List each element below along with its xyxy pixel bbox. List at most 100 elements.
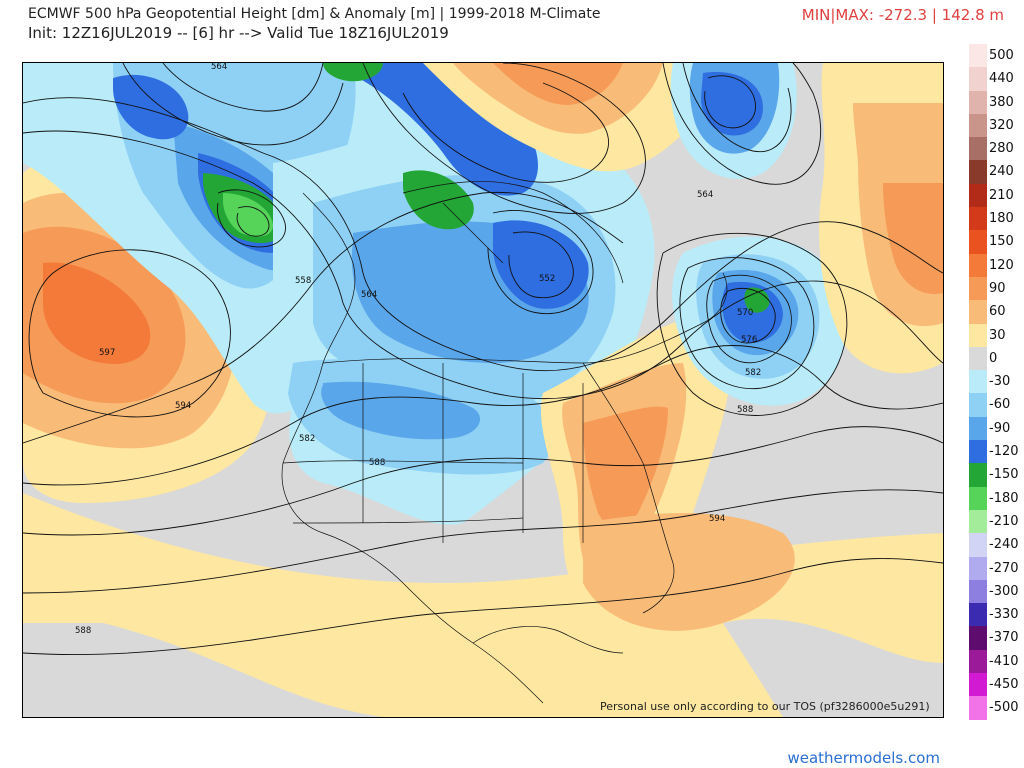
legend-label: 60 bbox=[989, 304, 1006, 320]
legend-swatch bbox=[969, 649, 987, 674]
contour-label: 588 bbox=[75, 626, 91, 636]
legend-row: 90 bbox=[969, 276, 1019, 301]
legend-swatch bbox=[969, 440, 987, 464]
legend-swatch bbox=[969, 696, 987, 720]
legend-label: -150 bbox=[989, 467, 1019, 483]
legend-row: -210 bbox=[969, 509, 1019, 534]
legend-swatch bbox=[969, 556, 987, 580]
contour-label: 582 bbox=[745, 368, 761, 378]
contour-label: 582 bbox=[299, 434, 315, 444]
legend-label: 320 bbox=[989, 117, 1014, 133]
legend-swatch bbox=[969, 509, 987, 534]
legend-label: -330 bbox=[989, 607, 1019, 623]
legend-label: 440 bbox=[989, 71, 1014, 87]
legend-label: -30 bbox=[989, 374, 1011, 390]
legend-swatch bbox=[969, 183, 987, 208]
anomaly-map: 564 558 564 597 594 582 588 552 564 570 … bbox=[22, 62, 944, 718]
contour-labels: 564 558 564 597 594 582 588 552 564 570 … bbox=[75, 63, 761, 636]
legend-label: -370 bbox=[989, 630, 1019, 646]
contour-label: 588 bbox=[369, 458, 385, 468]
legend-swatch bbox=[969, 486, 987, 510]
legend-row: -180 bbox=[969, 486, 1019, 510]
legend-label: -240 bbox=[989, 537, 1019, 553]
legend-swatch bbox=[969, 463, 987, 487]
legend-row: 210 bbox=[969, 183, 1019, 208]
legend-swatch bbox=[969, 207, 987, 231]
legend-row: -30 bbox=[969, 370, 1019, 394]
legend-swatch bbox=[969, 44, 987, 68]
legend-row: -410 bbox=[969, 649, 1019, 674]
legend-swatch bbox=[969, 370, 987, 394]
legend-row: 150 bbox=[969, 230, 1019, 254]
anomaly-color-legend: 500 440 380 320 280 240 210 180 150 120 90 60 30 0 -30… bbox=[969, 44, 1019, 720]
legend-row: -270 bbox=[969, 556, 1019, 580]
legend-swatch bbox=[969, 276, 987, 301]
legend-row: 440 bbox=[969, 67, 1019, 91]
coastlines bbox=[281, 181, 728, 704]
legend-row: 60 bbox=[969, 300, 1019, 324]
legend-label: -270 bbox=[989, 560, 1019, 576]
contour-label: 594 bbox=[709, 514, 725, 524]
legend-row: -60 bbox=[969, 393, 1019, 417]
legend-row: -450 bbox=[969, 673, 1019, 697]
tos-note: Personal use only according to our TOS (… bbox=[600, 700, 930, 713]
legend-swatch bbox=[969, 603, 987, 627]
legend-label: 150 bbox=[989, 234, 1014, 250]
contour-label: 588 bbox=[737, 405, 753, 415]
legend-row: -90 bbox=[969, 416, 1019, 441]
legend-label: 380 bbox=[989, 94, 1014, 110]
site-credit[interactable]: weathermodels.com bbox=[787, 749, 940, 767]
legend-row: -120 bbox=[969, 440, 1019, 464]
legend-swatch bbox=[969, 673, 987, 697]
legend-label: -180 bbox=[989, 490, 1019, 506]
legend-label: -450 bbox=[989, 677, 1019, 693]
legend-swatch bbox=[969, 346, 987, 371]
legend-swatch bbox=[969, 300, 987, 324]
legend-label: 30 bbox=[989, 327, 1006, 343]
contour-label: 564 bbox=[697, 190, 713, 200]
legend-label: 90 bbox=[989, 280, 1006, 296]
init-valid-time: Init: 12Z16JUL2019 -- [6] hr --> Valid T… bbox=[28, 24, 449, 42]
legend-row: 280 bbox=[969, 137, 1019, 161]
legend-row: -300 bbox=[969, 579, 1019, 604]
legend-swatch bbox=[969, 230, 987, 254]
legend-label: -500 bbox=[989, 700, 1019, 716]
legend-label: 240 bbox=[989, 164, 1014, 180]
legend-swatch bbox=[969, 323, 987, 347]
contour-label: 597 bbox=[99, 348, 115, 358]
legend-swatch bbox=[969, 67, 987, 91]
legend-swatch bbox=[969, 90, 987, 114]
legend-row: 500 bbox=[969, 44, 1019, 68]
map-canvas: 564 558 564 597 594 582 588 552 564 570 … bbox=[23, 63, 943, 717]
contour-label: 558 bbox=[295, 276, 311, 286]
legend-row: -370 bbox=[969, 626, 1019, 650]
legend-row: 120 bbox=[969, 253, 1019, 277]
legend-label: 180 bbox=[989, 211, 1014, 227]
contour-label: 552 bbox=[539, 274, 555, 284]
contour-label: 564 bbox=[361, 290, 377, 300]
legend-swatch bbox=[969, 253, 987, 277]
legend-label: -60 bbox=[989, 397, 1011, 413]
legend-label: -210 bbox=[989, 513, 1019, 529]
legend-swatch bbox=[969, 393, 987, 417]
legend-swatch bbox=[969, 113, 987, 138]
legend-swatch bbox=[969, 160, 987, 184]
legend-label: -120 bbox=[989, 444, 1019, 460]
legend-label: 120 bbox=[989, 257, 1014, 273]
positive-anomaly-south bbox=[23, 493, 943, 717]
contour-label: 576 bbox=[741, 335, 757, 345]
legend-row: 240 bbox=[969, 160, 1019, 184]
legend-label: 0 bbox=[989, 350, 998, 366]
legend-swatch bbox=[969, 416, 987, 441]
height-contours bbox=[23, 63, 943, 656]
legend-row: 380 bbox=[969, 90, 1019, 114]
legend-row: 30 bbox=[969, 323, 1019, 347]
min-max-readout: MIN|MAX: -272.3 | 142.8 m bbox=[801, 6, 1004, 24]
legend-swatch bbox=[969, 137, 987, 161]
legend-row: -500 bbox=[969, 696, 1019, 720]
contour-label: 570 bbox=[737, 308, 753, 318]
legend-label: 500 bbox=[989, 48, 1014, 63]
legend-label: -410 bbox=[989, 653, 1019, 669]
legend-row: 320 bbox=[969, 113, 1019, 138]
legend-swatch bbox=[969, 626, 987, 650]
